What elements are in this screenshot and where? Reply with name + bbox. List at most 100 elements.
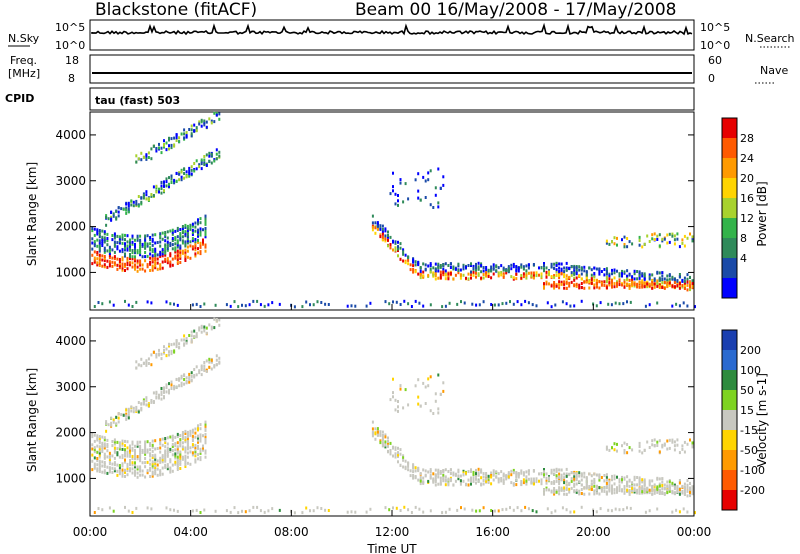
power-cell	[676, 279, 679, 283]
power-cell	[475, 275, 477, 279]
nave-tick-bottom: 0	[708, 72, 715, 85]
power-cell	[96, 244, 99, 248]
power-cell	[595, 304, 598, 308]
velocity-cell	[419, 472, 422, 475]
velocity-cell	[691, 488, 694, 491]
power-cell	[384, 234, 387, 238]
noise-left-tick-bottom: 10^0	[55, 39, 85, 52]
velocity-cell	[394, 454, 397, 458]
power-cell	[454, 273, 457, 277]
power-cell	[442, 183, 445, 187]
velocity-cell	[213, 365, 216, 369]
power-cell	[146, 263, 149, 267]
power-cell	[590, 279, 593, 283]
power-cell	[550, 284, 553, 288]
velocity-cell	[140, 408, 143, 412]
velocity-cell	[603, 486, 606, 490]
power-cell	[151, 248, 154, 252]
power-cell	[159, 250, 162, 254]
power-cell	[608, 272, 611, 276]
power-cell	[648, 277, 651, 281]
velocity-cell	[184, 440, 187, 444]
velocity-cell	[197, 434, 199, 438]
velocity-cell	[560, 488, 563, 492]
velocity-cell	[96, 436, 99, 440]
velocity-cell	[127, 413, 130, 417]
velocity-cell	[590, 487, 593, 491]
power-cell	[161, 252, 164, 256]
x-tick-label: 00:00	[677, 525, 712, 539]
power-cell	[683, 286, 686, 290]
velocity-cell	[605, 447, 608, 451]
velocity-cell	[678, 479, 681, 482]
power-cell	[691, 237, 694, 241]
power-cell	[658, 244, 661, 248]
velocity-cell	[174, 452, 177, 456]
power-cell	[502, 268, 505, 272]
velocity-cell	[180, 338, 183, 342]
velocity-cell	[169, 466, 172, 470]
power-cell	[454, 267, 457, 271]
velocity-cell	[600, 487, 603, 491]
velocity-cell	[482, 475, 485, 479]
velocity-cell	[98, 437, 101, 440]
noise-right-tick-bottom: 10^0	[700, 39, 730, 52]
velocity-cell	[197, 446, 199, 450]
power-cell	[515, 269, 518, 273]
velocity-cell	[346, 510, 349, 514]
power-cell	[387, 230, 389, 234]
power-cell	[117, 210, 120, 214]
power-cell	[204, 245, 207, 249]
power-cell	[202, 228, 204, 232]
colorbar-swatch	[722, 198, 737, 218]
power-cell	[631, 280, 634, 284]
power-cell	[686, 236, 689, 240]
power-cell	[638, 281, 641, 285]
velocity-cell	[661, 445, 664, 449]
velocity-cell	[419, 479, 422, 483]
velocity-cell	[573, 484, 576, 488]
power-cell	[144, 246, 147, 250]
velocity-cell	[656, 444, 659, 447]
velocity-cell	[381, 444, 384, 448]
power-cell	[204, 243, 207, 247]
velocity-cell	[535, 510, 538, 514]
x-tick-label: 12:00	[375, 525, 410, 539]
velocity-cell	[545, 479, 548, 483]
velocity-cell	[155, 396, 158, 400]
velocity-cell	[103, 446, 106, 450]
velocity-cell	[179, 434, 182, 437]
power-cell	[101, 258, 104, 262]
power-cell	[573, 271, 576, 275]
velocity-cell	[666, 447, 669, 451]
power-cell	[122, 207, 125, 211]
power-cell	[565, 277, 568, 281]
velocity-cell	[185, 376, 188, 380]
velocity-cell	[197, 440, 199, 444]
power-cell	[113, 261, 116, 265]
velocity-cell	[169, 458, 172, 462]
power-cell	[199, 241, 202, 245]
velocity-cell	[573, 510, 576, 514]
power-cell	[603, 273, 606, 277]
velocity-cell	[200, 368, 203, 372]
velocity-cell	[497, 472, 500, 476]
power-cell	[580, 267, 583, 271]
power-cell	[681, 278, 684, 282]
power-cell	[412, 270, 415, 274]
power-cell	[381, 224, 384, 228]
velocity-cell	[176, 509, 179, 513]
power-cell	[397, 240, 399, 244]
velocity-cell	[149, 475, 152, 478]
velocity-cell	[520, 509, 523, 513]
velocity-cell	[448, 507, 451, 511]
velocity-cell	[145, 396, 148, 400]
velocity-cell	[467, 478, 470, 482]
power-cell	[97, 301, 100, 304]
velocity-cell	[141, 461, 144, 465]
power-cell	[121, 258, 124, 262]
power-cell	[546, 301, 549, 305]
velocity-cell	[180, 384, 183, 388]
velocity-cell	[532, 477, 535, 481]
power-cell	[656, 284, 659, 288]
